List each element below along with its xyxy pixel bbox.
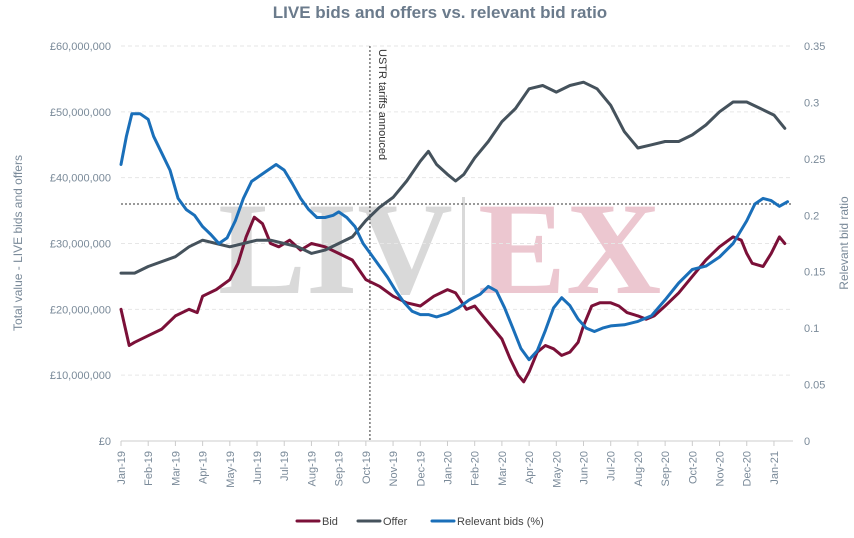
- x-tick-label: Aug-20: [633, 451, 645, 486]
- watermark-text-part: EX: [478, 175, 661, 322]
- x-tick-label: Jul-19: [279, 451, 291, 481]
- x-tick-label: Jul-20: [606, 451, 618, 481]
- x-tick-label: Jan-19: [116, 451, 128, 485]
- x-tick-label: Aug-19: [306, 451, 318, 486]
- left-axis-label: Total value - LIVE bids and offers: [11, 155, 25, 331]
- x-tick-label: May-19: [225, 451, 237, 488]
- left-tick-label: £50,000,000: [50, 107, 111, 119]
- watermark-text-part: LIV: [218, 175, 453, 322]
- legend-label: Bid: [322, 516, 338, 528]
- right-tick-label: 0.2: [804, 210, 819, 222]
- right-tick-label: 0.3: [804, 97, 819, 109]
- x-axis-ticks: Jan-19 Feb-19 Mar-19 Apr-19 May-19 Jun-19 Jul-…: [116, 441, 781, 488]
- legend-label: Relevant bids (%): [457, 516, 544, 528]
- left-tick-label: £20,000,000: [50, 304, 111, 316]
- x-tick-label: Apr-19: [198, 451, 210, 484]
- series-line: [119, 215, 787, 384]
- tariff-annotation: USTR tariffs annouced: [369, 46, 388, 441]
- x-tick-label: May-20: [551, 451, 563, 488]
- chart-title: LIVE bids and offers vs. relevant bid ra…: [273, 3, 607, 22]
- x-tick-label: Jun-20: [579, 451, 591, 485]
- left-tick-label: £60,000,000: [50, 41, 111, 53]
- x-tick-label: Jan-21: [769, 451, 781, 485]
- watermark-logo: LIV EX: [218, 175, 661, 322]
- x-tick-label: Oct-20: [687, 451, 699, 484]
- right-tick-label: 0: [804, 436, 810, 448]
- right-tick-label: 0.25: [804, 154, 825, 166]
- x-tick-label: Sep-20: [660, 451, 672, 486]
- left-tick-label: £30,000,000: [50, 239, 111, 251]
- x-tick-label: Feb-20: [470, 451, 482, 486]
- x-tick-label: Nov-20: [715, 451, 727, 486]
- gridlines: [121, 45, 793, 442]
- x-tick-label: Oct-19: [361, 451, 373, 484]
- x-tick-label: Feb-19: [143, 451, 155, 486]
- x-tick-label: Nov-19: [388, 451, 400, 486]
- series-line: [119, 80, 787, 275]
- right-tick-label: 0.15: [804, 267, 825, 279]
- x-tick-label: Jun-19: [252, 451, 264, 485]
- series-lines: [119, 80, 790, 384]
- right-tick-label: 0.1: [804, 323, 819, 335]
- x-tick-label: Apr-20: [524, 451, 536, 484]
- x-tick-label: Dec-20: [742, 451, 754, 486]
- x-tick-label: Mar-20: [497, 451, 509, 486]
- watermark-divider: [462, 197, 465, 295]
- left-tick-label: £10,000,000: [50, 370, 111, 382]
- annotation-label: USTR tariffs annouced: [376, 49, 388, 160]
- x-tick-label: Dec-19: [415, 451, 427, 486]
- left-tick-label: £0: [99, 436, 111, 448]
- right-axis-label: Relevant bid ratio: [837, 196, 851, 290]
- left-tick-label: £40,000,000: [50, 173, 111, 185]
- x-tick-label: Sep-19: [334, 451, 346, 486]
- legend: Bid Offer Relevant bids (%): [295, 516, 544, 528]
- right-tick-label: 0.05: [804, 380, 825, 392]
- x-tick-label: Mar-19: [170, 451, 182, 486]
- legend-label: Offer: [383, 516, 408, 528]
- left-axis-ticks: £0 £10,000,000 £20,000,000 £30,000,000 £40,0…: [50, 41, 111, 448]
- x-tick-label: Jan-20: [442, 451, 454, 485]
- series-line: [119, 112, 790, 362]
- right-axis-ticks: 0 0.05 0.1 0.15 0.2 0.25 0.3 0.35: [804, 41, 825, 448]
- right-tick-label: 0.35: [804, 41, 825, 53]
